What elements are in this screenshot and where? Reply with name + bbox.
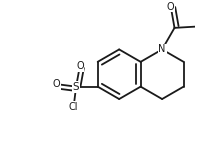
Text: N: N: [158, 44, 166, 54]
Text: S: S: [73, 82, 79, 92]
Text: Cl: Cl: [69, 102, 78, 112]
Text: O: O: [76, 61, 84, 71]
Text: O: O: [167, 2, 175, 12]
Text: O: O: [53, 79, 61, 89]
